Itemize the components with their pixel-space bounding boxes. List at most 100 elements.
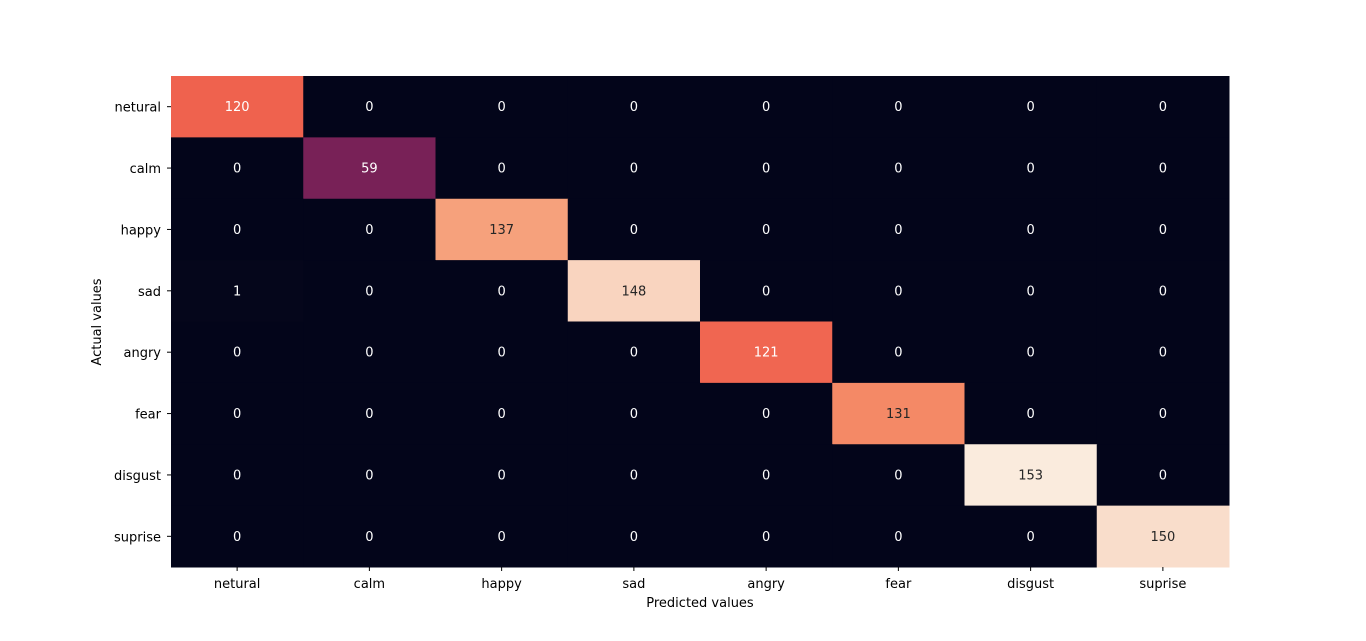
heatmap-cell: [303, 198, 436, 261]
heatmap-cell: [964, 444, 1098, 507]
heatmap-cell: [171, 137, 304, 200]
y-tick-label: sad: [138, 285, 161, 300]
heatmap-cell-label: 0: [497, 530, 505, 545]
heatmap-cell: [435, 321, 569, 384]
heatmap-cell-label: 0: [894, 468, 902, 483]
heatmap-cell-label: 120: [225, 100, 250, 115]
x-axis-label: Predicted values: [646, 596, 754, 611]
x-tick-label: happy: [481, 577, 522, 592]
y-tick-label: angry: [124, 346, 162, 361]
x-tick-label: calm: [354, 577, 385, 592]
heatmap-cell: [700, 260, 833, 322]
heatmap-cell-label: 0: [233, 530, 241, 545]
y-tick-label: suprise: [114, 530, 161, 545]
heatmap-cell: [832, 198, 965, 261]
heatmap-cell-label: 0: [630, 530, 638, 545]
heatmap-cell: [171, 198, 304, 261]
heatmap-cell: [303, 444, 436, 507]
heatmap-cell-label: 131: [886, 407, 911, 422]
heatmap-cell: [435, 382, 569, 445]
x-tick-label: suprise: [1139, 577, 1186, 592]
heatmap-cell: [964, 382, 1098, 445]
heatmap-cell-label: 0: [1159, 346, 1167, 361]
heatmap-cell-label: 0: [1026, 346, 1034, 361]
heatmap-cell-label: 0: [365, 100, 373, 115]
heatmap-cell: [832, 137, 965, 200]
heatmap-cell: [832, 76, 965, 138]
heatmap-cell-label: 0: [1159, 468, 1167, 483]
heatmap-cell: [700, 505, 833, 568]
heatmap-cell-label: 0: [894, 346, 902, 361]
heatmap-cell: [1096, 505, 1230, 568]
heatmap-cell-label: 0: [1026, 100, 1034, 115]
x-tick-label: sad: [622, 577, 645, 592]
heatmap-cell-label: 150: [1150, 530, 1175, 545]
y-tick-label: netural: [115, 101, 162, 116]
heatmap-cell-label: 0: [365, 468, 373, 483]
heatmap-cell-label: 148: [621, 284, 646, 299]
heatmap-cell: [303, 321, 436, 384]
heatmap-cell: [964, 260, 1098, 322]
heatmap-cell: [435, 444, 569, 507]
heatmap-cell: [832, 444, 965, 507]
heatmap-cell-label: 137: [489, 223, 514, 238]
heatmap-cell-label: 0: [497, 407, 505, 422]
y-tick-label: disgust: [114, 469, 161, 484]
heatmap-cell: [435, 505, 569, 568]
heatmap-cell: [832, 382, 965, 445]
heatmap-cell: [964, 505, 1098, 568]
heatmap-cell-labels: 120 0 0 0 0 0 0 0 0 59 0 0 0 0 0 0 0 0 137 0 0 0 0 0 1 0 0 148 0 0 0 0 0…: [225, 100, 1176, 545]
heatmap-cell: [435, 198, 569, 261]
heatmap-cell-label: 0: [233, 407, 241, 422]
heatmap-cell: [1096, 444, 1230, 507]
heatmap-cell: [303, 505, 436, 568]
heatmap-cell-label: 0: [365, 284, 373, 299]
heatmap-cell: [964, 321, 1098, 384]
heatmap-cell-label: 0: [1159, 162, 1167, 177]
heatmap-cell-label: 0: [233, 223, 241, 238]
heatmap-cell: [171, 260, 304, 322]
heatmap-cell-label: 0: [630, 100, 638, 115]
heatmap-cell-label: 0: [630, 407, 638, 422]
heatmap-cell: [1096, 76, 1230, 138]
heatmap-cell-label: 0: [233, 162, 241, 177]
heatmap-cell: [303, 137, 436, 200]
heatmap-cell-label: 0: [1159, 284, 1167, 299]
heatmap-cell: [171, 505, 304, 568]
heatmap-cell-label: 0: [762, 100, 770, 115]
heatmap-cell-label: 0: [497, 346, 505, 361]
heatmap-cell-label: 0: [1026, 284, 1034, 299]
heatmap-cell: [964, 76, 1098, 138]
heatmap-cell-label: 0: [365, 407, 373, 422]
y-axis-label: Actual values: [90, 278, 105, 365]
heatmap-cell-label: 0: [762, 468, 770, 483]
heatmap-cell-label: 0: [762, 284, 770, 299]
heatmap-cell-label: 0: [762, 407, 770, 422]
heatmap-cell: [567, 382, 701, 445]
heatmap-cell-label: 0: [1026, 407, 1034, 422]
heatmap-cell: [700, 198, 833, 261]
heatmap-cell-label: 0: [630, 223, 638, 238]
heatmap-cell: [171, 76, 304, 138]
heatmap-cell: [435, 137, 569, 200]
heatmap-cell-label: 0: [630, 162, 638, 177]
heatmap-cell-label: 0: [894, 100, 902, 115]
heatmap-cell: [567, 260, 701, 322]
heatmap-cell-label: 0: [1159, 100, 1167, 115]
heatmap-cell: [171, 382, 304, 445]
heatmap-cell-label: 0: [1026, 223, 1034, 238]
heatmap-cell: [832, 321, 965, 384]
heatmap-cell-label: 0: [1159, 223, 1167, 238]
heatmap-cell-label: 0: [894, 162, 902, 177]
heatmap-cell-label: 0: [233, 346, 241, 361]
heatmap-cell-label: 59: [361, 162, 378, 177]
x-tick-label: disgust: [1007, 577, 1054, 592]
heatmap-cell: [832, 260, 965, 322]
heatmap-cell-label: 0: [497, 284, 505, 299]
heatmap-cell: [1096, 137, 1230, 200]
heatmap-cell: [303, 382, 436, 445]
heatmap-cell-label: 153: [1018, 468, 1043, 483]
heatmap-cell-label: 0: [762, 530, 770, 545]
